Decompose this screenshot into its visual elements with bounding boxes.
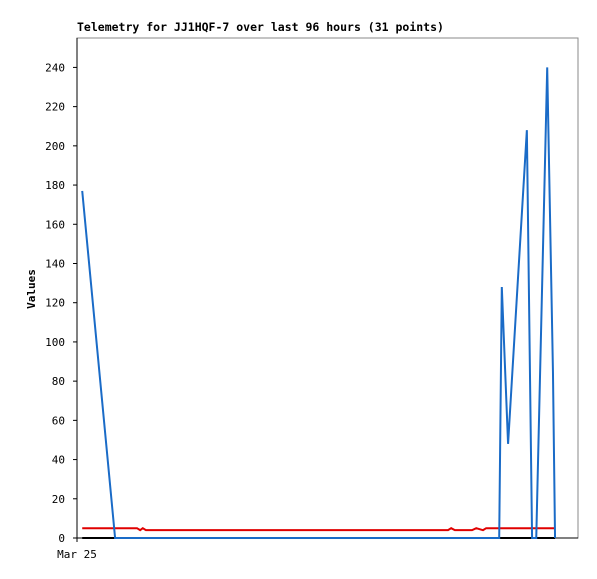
y-tick-label: 140 <box>45 257 65 270</box>
chart-title: Telemetry for JJ1HQF-7 over last 96 hour… <box>77 20 444 34</box>
y-tick-label: 160 <box>45 218 65 231</box>
y-tick-label: 120 <box>45 297 65 310</box>
x-tick-label: Mar 25 <box>57 548 97 561</box>
y-tick-label: 100 <box>45 336 65 349</box>
y-tick-label: 60 <box>52 414 65 427</box>
y-tick-label: 240 <box>45 61 65 74</box>
y-tick-label: 180 <box>45 179 65 192</box>
y-tick-label: 220 <box>45 101 65 114</box>
y-tick-label: 200 <box>45 140 65 153</box>
y-tick-label: 0 <box>58 532 65 545</box>
plot-frame <box>76 37 579 539</box>
y-axis-label: Values <box>25 269 38 309</box>
y-tick-label: 20 <box>52 493 65 506</box>
y-tick-label: 80 <box>52 375 65 388</box>
series-line <box>81 67 557 539</box>
y-tick-label: 40 <box>52 454 65 467</box>
series-line <box>82 526 556 532</box>
